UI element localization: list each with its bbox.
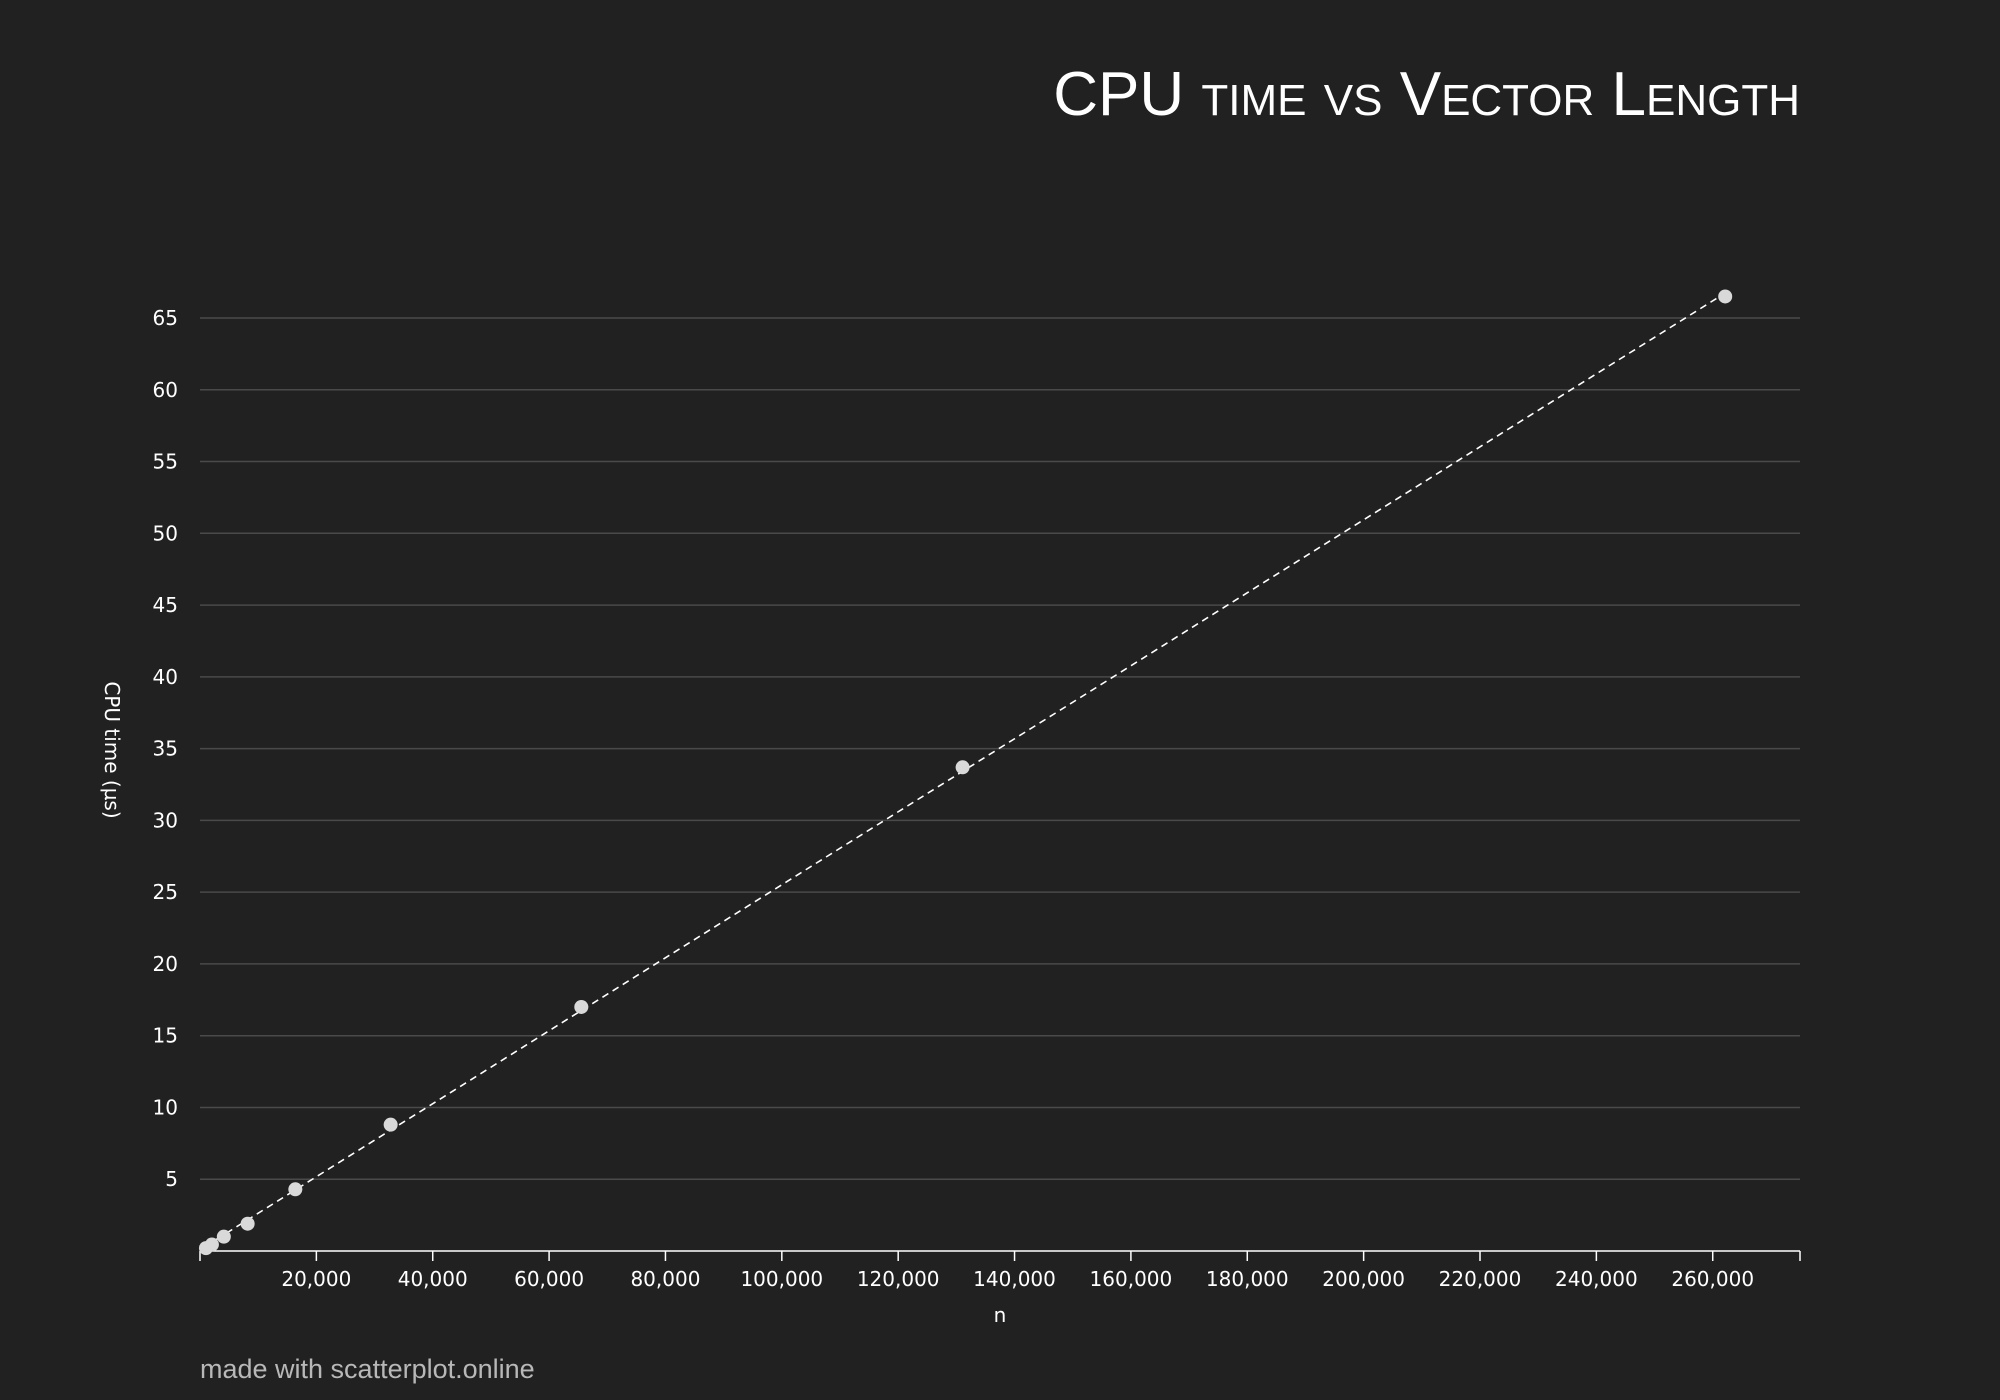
y-tick-label: 10 (153, 1095, 178, 1119)
y-tick-label: 40 (153, 665, 178, 689)
data-point (574, 999, 589, 1014)
y-tick-label: 15 (153, 1024, 178, 1048)
x-tick-label: 160,000 (1090, 1267, 1173, 1291)
y-tick-label: 65 (153, 306, 178, 330)
data-point (216, 1229, 231, 1244)
y-tick-label: 55 (153, 450, 178, 474)
x-axis (199, 1250, 1801, 1261)
data-point (204, 1237, 219, 1252)
data-point (1718, 289, 1733, 304)
y-tick-label: 25 (153, 880, 178, 904)
y-tick-label: 45 (153, 593, 178, 617)
data-points (198, 289, 1733, 1256)
y-tick-label: 60 (153, 378, 178, 402)
y-axis-tick-labels: 5 10 15 20 25 30 35 40 45 50 55 60 65 (153, 306, 178, 1191)
data-point (955, 760, 970, 775)
y-axis-label: CPU time (µs) (100, 681, 124, 818)
x-axis-label: n (994, 1303, 1007, 1327)
y-tick-label: 20 (153, 952, 178, 976)
trendline (205, 292, 1726, 1247)
credit-text: made with scatterplot.online (200, 1354, 535, 1384)
x-tick-label: 20,000 (281, 1267, 351, 1291)
x-tick-label: 40,000 (398, 1267, 468, 1291)
x-tick-label: 180,000 (1206, 1267, 1289, 1291)
x-tick-label: 220,000 (1439, 1267, 1522, 1291)
chart-title: CPU TIME VS VECTOR LENGTH (1053, 60, 1800, 129)
x-axis-tick-labels: 20,000 40,000 60,000 80,000 100,000 120,000 14… (281, 1267, 1754, 1291)
x-tick-label: 200,000 (1322, 1267, 1405, 1291)
trendline-path (205, 292, 1726, 1247)
y-tick-label: 50 (153, 521, 178, 545)
data-point (383, 1117, 398, 1132)
x-tick-label: 100,000 (740, 1267, 823, 1291)
x-tick-label: 260,000 (1671, 1267, 1754, 1291)
x-tick-label: 120,000 (857, 1267, 940, 1291)
grid-lines (200, 317, 1800, 1180)
x-tick-label: 240,000 (1555, 1267, 1638, 1291)
y-tick-label: 5 (165, 1167, 178, 1191)
x-tick-label: 80,000 (630, 1267, 700, 1291)
y-tick-label: 35 (153, 737, 178, 761)
data-point (240, 1216, 255, 1231)
x-tick-label: 60,000 (514, 1267, 584, 1291)
x-tick-label: 140,000 (973, 1267, 1056, 1291)
data-point (288, 1182, 303, 1197)
y-tick-label: 30 (153, 808, 178, 832)
